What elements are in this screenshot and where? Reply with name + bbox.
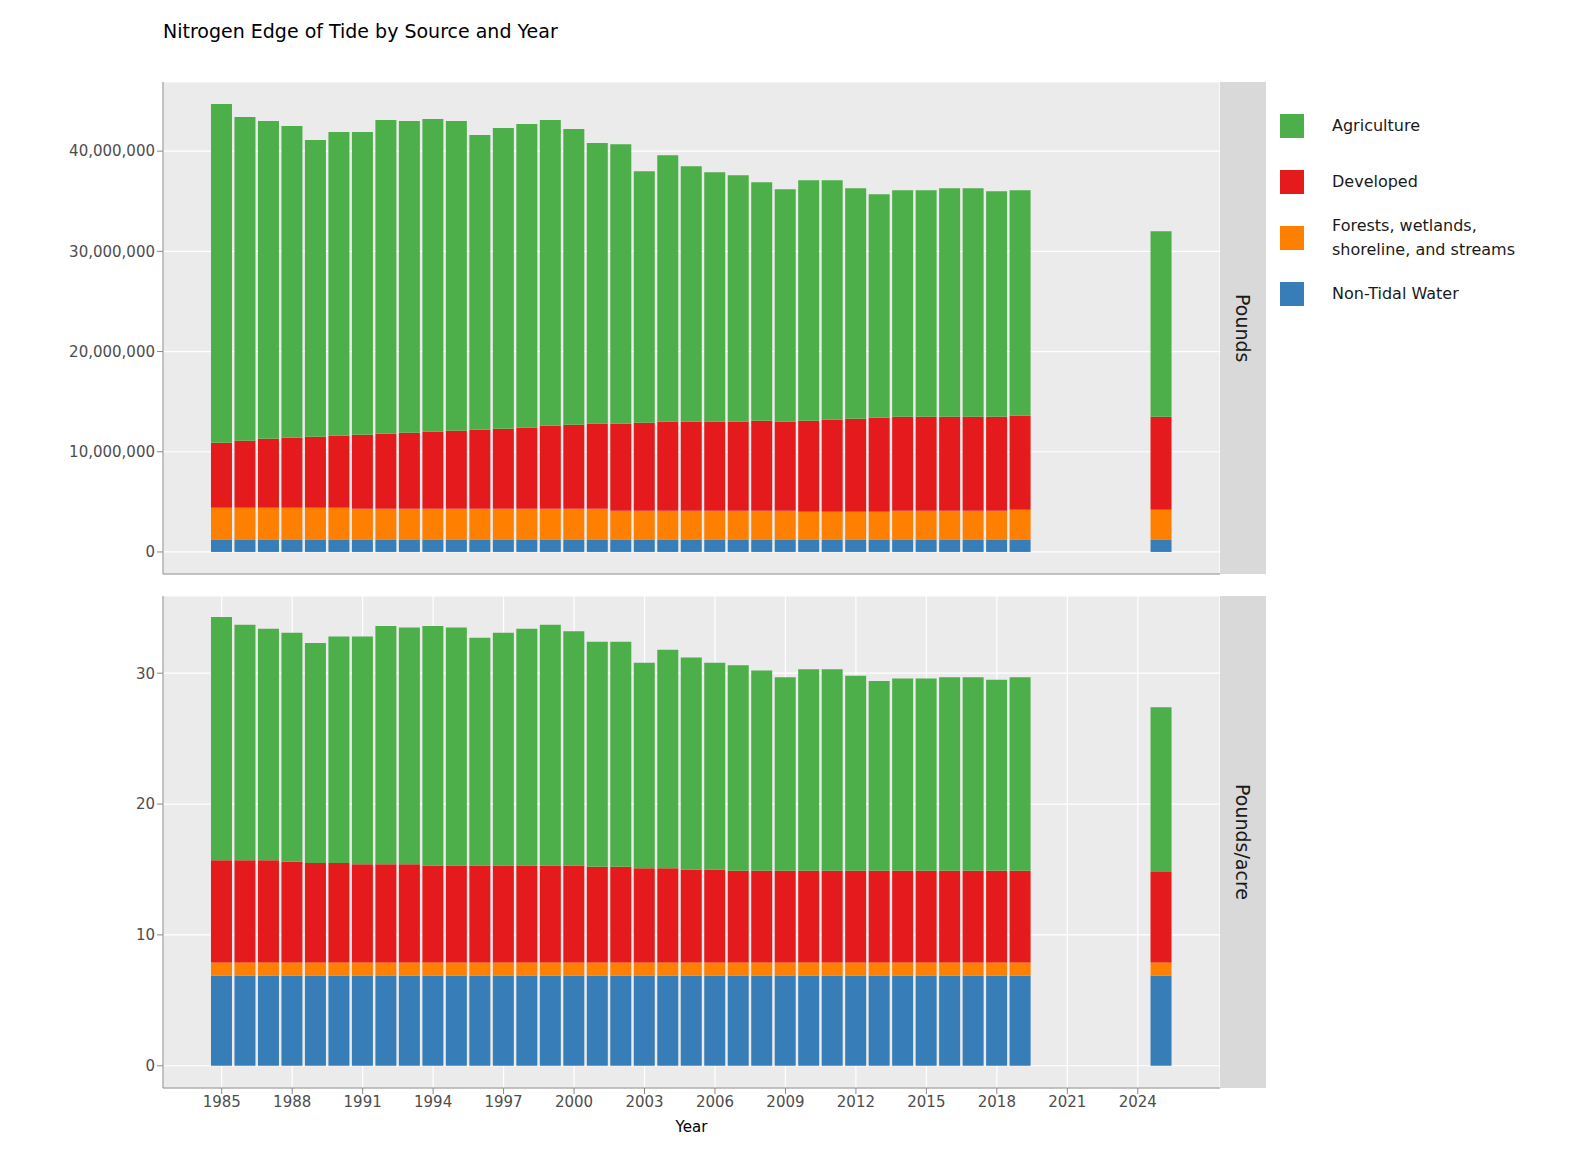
svg-text:2021: 2021 [1048,1093,1086,1111]
svg-text:2024: 2024 [1119,1093,1157,1111]
svg-text:1985: 1985 [203,1093,241,1111]
svg-text:2006: 2006 [696,1093,734,1111]
svg-text:0: 0 [145,1057,155,1075]
svg-text:2015: 2015 [907,1093,945,1111]
svg-text:2012: 2012 [837,1093,875,1111]
svg-text:2018: 2018 [978,1093,1016,1111]
html-text:Nitrogen Edge of Tide by Sourc: Nitrogen Edge of Tide by Source and Year [163,20,558,42]
html-text:Forests, wetlands, shoreline,: Forests, wetlands, shoreline, and stream… [1332,216,1515,259]
svg-text:10: 10 [136,926,155,944]
svg-text:30: 30 [136,665,155,683]
svg-text:1994: 1994 [414,1093,452,1111]
svg-text:30,000,000: 30,000,000 [69,243,155,261]
html-text:Pounds/acre: Pounds/acre [1232,784,1254,900]
svg-text:0: 0 [145,543,155,561]
svg-text:2000: 2000 [555,1093,593,1111]
svg-text:20: 20 [136,795,155,813]
html-text:Pounds: Pounds [1232,293,1254,363]
svg-text:10,000,000: 10,000,000 [69,443,155,461]
svg-text:1988: 1988 [273,1093,311,1111]
svg-text:20,000,000: 20,000,000 [69,343,155,361]
svg-text:2009: 2009 [766,1093,804,1111]
svg-text:1997: 1997 [484,1093,522,1111]
svg-text:2003: 2003 [625,1093,663,1111]
svg-text:1991: 1991 [344,1093,382,1111]
html-text:Agriculture: Agriculture [1332,116,1420,135]
html-text:Developed: Developed [1332,172,1418,191]
html-text:Non-Tidal Water: Non-Tidal Water [1332,284,1459,303]
html-text:Year: Year [675,1118,708,1136]
svg-text:40,000,000: 40,000,000 [69,142,155,160]
